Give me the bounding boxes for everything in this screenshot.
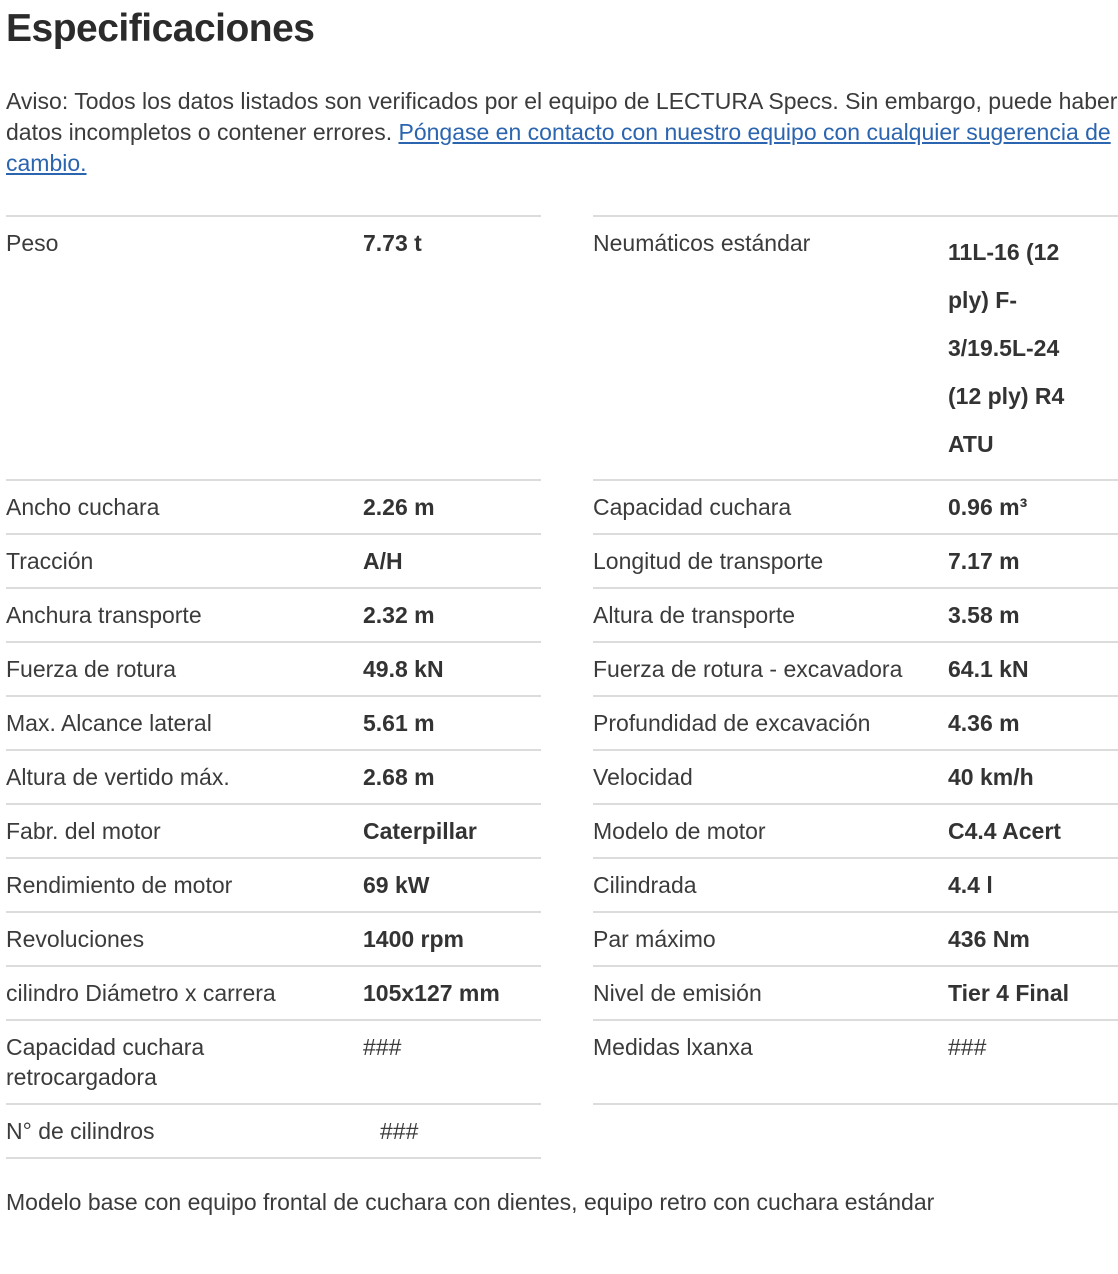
base-model-note: Modelo base con equipo frontal de cuchar…: [6, 1189, 935, 1215]
spec-value: 436 Nm: [948, 913, 1118, 967]
spec-label: Peso: [6, 215, 363, 481]
spec-label: cilindro Diámetro x carrera: [6, 967, 363, 1021]
spec-label: Longitud de transporte: [593, 535, 948, 589]
disclaimer-text: Aviso: Todos los datos listados son veri…: [6, 88, 1118, 145]
spec-value: 1400 rpm: [363, 913, 541, 967]
column-gap: [541, 589, 593, 643]
spec-label: Fuerza de rotura: [6, 643, 363, 697]
spec-value: 0.96 m³: [948, 481, 1118, 535]
page-title: Especificaciones: [6, 7, 315, 50]
spec-label: Capacidad cuchara retrocargadora: [6, 1021, 363, 1105]
spec-label: Modelo de motor: [593, 805, 948, 859]
spec-label: Revoluciones: [6, 913, 363, 967]
spec-value: [948, 1105, 1118, 1159]
spec-label: Medidas lxanxa: [593, 1021, 948, 1105]
spec-value: 3.58 m: [948, 589, 1118, 643]
spec-table: Peso 7.73 t Neumáticos estándar 11L-16 (…: [6, 215, 1118, 1159]
spec-value: Caterpillar: [363, 805, 541, 859]
spec-label: Anchura transporte: [6, 589, 363, 643]
column-gap: [541, 751, 593, 805]
spec-value: 7.73 t: [363, 215, 541, 481]
spec-label: Cilindrada: [593, 859, 948, 913]
spec-value: 40 km/h: [948, 751, 1118, 805]
spec-label: Max. Alcance lateral: [6, 697, 363, 751]
spec-label: Nivel de emisión: [593, 967, 948, 1021]
spec-label: Fabr. del motor: [6, 805, 363, 859]
spec-value: 105x127 mm: [363, 967, 541, 1021]
disclaimer-notice: Aviso: Todos los datos listados son veri…: [6, 86, 1118, 179]
spec-value: ###: [363, 1021, 541, 1105]
spec-label: Ancho cuchara: [6, 481, 363, 535]
spec-value: 2.68 m: [363, 751, 541, 805]
spec-value: A/H: [363, 535, 541, 589]
spec-label: [593, 1105, 948, 1159]
spec-label: Rendimiento de motor: [6, 859, 363, 913]
spec-label: Par máximo: [593, 913, 948, 967]
spec-label: Altura de vertido máx.: [6, 751, 363, 805]
spec-label: Altura de transporte: [593, 589, 948, 643]
column-gap: [541, 535, 593, 589]
spec-value: 2.32 m: [363, 589, 541, 643]
spec-label: Profundidad de excavación: [593, 697, 948, 751]
spec-label: Tracción: [6, 535, 363, 589]
column-gap: [541, 967, 593, 1021]
spec-label: N° de cilindros: [6, 1105, 363, 1159]
column-gap: [541, 913, 593, 967]
column-gap: [541, 481, 593, 535]
spec-value: 49.8 kN: [363, 643, 541, 697]
column-gap: [541, 215, 593, 481]
spec-value: 69 kW: [363, 859, 541, 913]
spec-label: Neumáticos estándar: [593, 215, 948, 481]
spec-value: Tier 4 Final: [948, 967, 1118, 1021]
spec-value: ###: [948, 1021, 1118, 1105]
contact-team-link[interactable]: Póngase en contacto con nuestro equipo c…: [6, 119, 1111, 176]
column-gap: [541, 1021, 593, 1105]
spec-value: 4.4 l: [948, 859, 1118, 913]
column-gap: [541, 1105, 593, 1159]
spec-value: 5.61 m: [363, 697, 541, 751]
spec-value: 64.1 kN: [948, 643, 1118, 697]
column-gap: [541, 859, 593, 913]
spec-label: Velocidad: [593, 751, 948, 805]
spec-value: 7.17 m: [948, 535, 1118, 589]
column-gap: [541, 697, 593, 751]
spec-label: Capacidad cuchara: [593, 481, 948, 535]
column-gap: [541, 805, 593, 859]
spec-label: Fuerza de rotura - excavadora: [593, 643, 948, 697]
spec-value: C4.4 Acert: [948, 805, 1118, 859]
column-gap: [541, 643, 593, 697]
spec-value: 2.26 m: [363, 481, 541, 535]
spec-value: 4.36 m: [948, 697, 1118, 751]
spec-value: ###: [363, 1105, 541, 1159]
spec-value: 11L-16 (12 ply) F-3/19.5L-24 (12 ply) R4…: [948, 215, 1118, 481]
